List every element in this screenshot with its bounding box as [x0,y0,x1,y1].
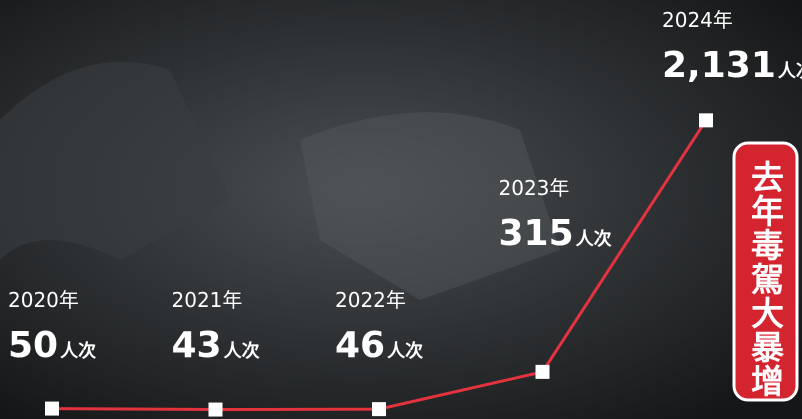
marker [372,402,386,416]
value-unit: 人次 [60,340,96,362]
value-unit: 人次 [387,340,423,362]
marker [536,365,550,379]
value-unit: 人次 [576,228,612,250]
value-number: 46 [335,325,385,366]
category-label: 2020年 [8,288,79,312]
page: 2020年50人次2021年43人次2022年46人次2023年315人次202… [0,0,802,419]
category-label: 2024年 [662,8,733,32]
value-number: 2,131 [662,45,776,86]
annotation-text: 去年毒駕大暴增 [746,160,785,398]
value-unit: 人次 [778,60,802,82]
category-label: 2023年 [499,176,570,200]
marker [699,113,713,127]
value-number: 43 [172,325,222,366]
value-number: 315 [499,213,574,254]
value-unit: 人次 [224,340,260,362]
marker [209,403,223,417]
category-label: 2022年 [335,288,406,312]
marker [45,402,59,416]
value-number: 50 [8,325,58,366]
chart: 2020年50人次2021年43人次2022年46人次2023年315人次202… [0,0,802,419]
category-label: 2021年 [172,288,243,312]
